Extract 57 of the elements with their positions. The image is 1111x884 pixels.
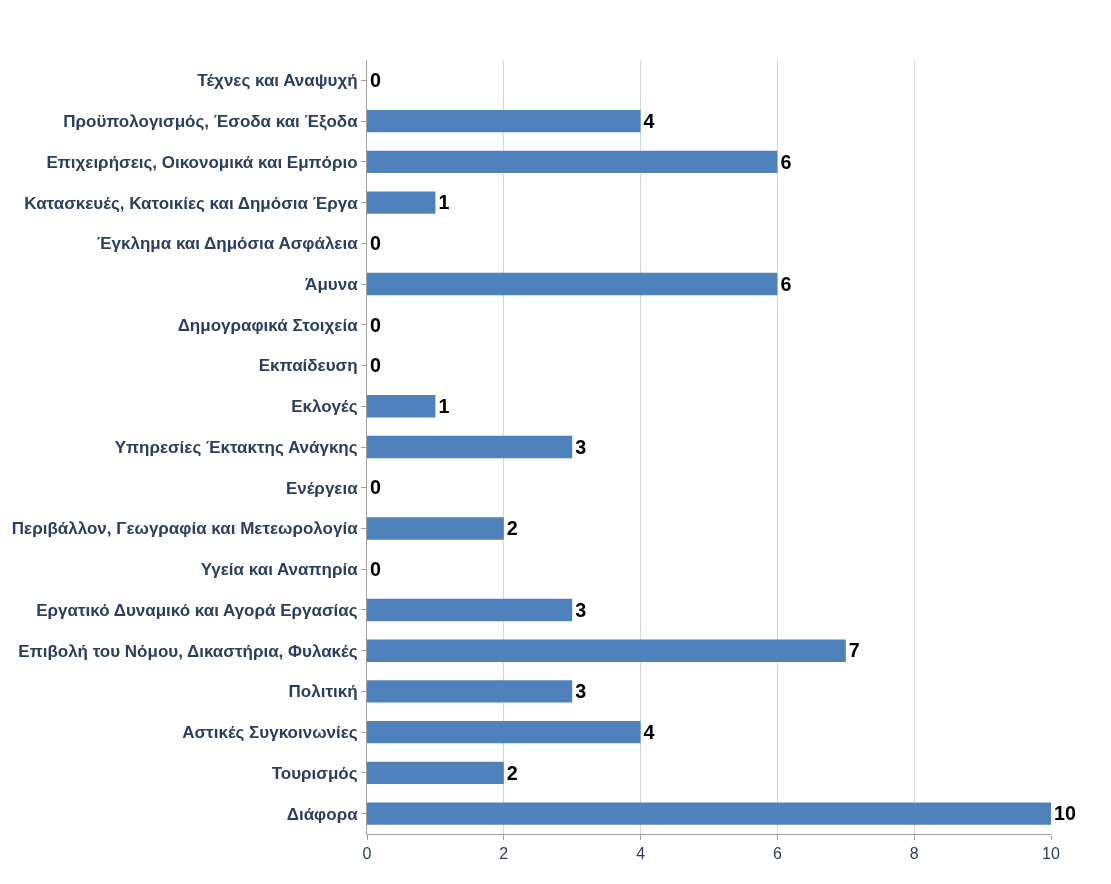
bar bbox=[367, 395, 436, 418]
y-tick-label: Αστικές Συγκοινωνίες bbox=[182, 723, 358, 743]
bar bbox=[367, 680, 573, 703]
x-tick-label: 4 bbox=[636, 845, 646, 863]
data-label: 4 bbox=[643, 109, 655, 132]
y-tick-label: Περιβάλλον, Γεωγραφία και Μετεωρολογία bbox=[11, 519, 359, 539]
x-tick-label: 8 bbox=[909, 845, 919, 863]
data-label: 1 bbox=[438, 394, 450, 417]
data-label: 3 bbox=[575, 435, 587, 458]
data-label: 7 bbox=[848, 639, 860, 662]
y-tick-label: Εκλογές bbox=[291, 397, 358, 417]
data-label: 0 bbox=[370, 557, 381, 580]
y-tick-label: Υπηρεσίες Έκτακτης Ανάγκης bbox=[114, 437, 358, 457]
bar bbox=[367, 802, 1051, 825]
y-tick-label: Επιχειρήσεις, Οικονομικά και Εμπόριο bbox=[46, 152, 358, 172]
y-tick-label: Εκπαίδευση bbox=[258, 356, 358, 376]
y-tick-label: Πολιτική bbox=[288, 682, 358, 702]
y-tick-label: Τέχνες και Αναψυχή bbox=[197, 71, 358, 91]
bar bbox=[367, 435, 573, 459]
data-label: 2 bbox=[506, 517, 518, 540]
bar bbox=[367, 639, 846, 662]
y-tick-label: Άμυνα bbox=[305, 275, 359, 294]
bar bbox=[367, 150, 778, 174]
bar bbox=[367, 191, 436, 214]
data-label: 1 bbox=[438, 191, 450, 214]
data-label: 4 bbox=[643, 720, 655, 743]
data-label: 0 bbox=[370, 69, 381, 92]
x-tick-label: 0 bbox=[362, 845, 372, 863]
bar bbox=[367, 598, 573, 622]
data-label: 0 bbox=[370, 476, 382, 499]
data-label: 2 bbox=[506, 761, 518, 784]
x-tick-label: 6 bbox=[772, 845, 782, 863]
y-tick-label: Διάφορα bbox=[286, 804, 359, 824]
data-label: 0 bbox=[370, 354, 382, 377]
bar bbox=[367, 272, 778, 296]
data-label: 10 bbox=[1054, 802, 1076, 825]
data-label: 6 bbox=[780, 272, 792, 295]
y-tick-label: Έγκλημα και Δημόσια Ασφάλεια bbox=[97, 234, 359, 254]
data-label: 3 bbox=[575, 598, 587, 621]
bar bbox=[367, 761, 504, 785]
y-tick-label: Κατασκευές, Κατοικίες και Δημόσια Έργα bbox=[24, 193, 359, 213]
y-tick-label: Δημογραφικά Στοιχεία bbox=[177, 315, 359, 335]
data-label: 3 bbox=[575, 680, 587, 703]
bar bbox=[367, 720, 641, 744]
y-tick-label: Ενέργεια bbox=[285, 478, 359, 498]
y-tick-label: Εργατικό Δυναμικό και Αγορά Εργασίας bbox=[36, 600, 358, 620]
x-tick-label: 10 bbox=[1042, 845, 1060, 863]
y-tick-label: Προϋπολογισμός, Έσοδα και Έξοδα bbox=[63, 112, 359, 132]
data-label: 0 bbox=[370, 313, 381, 336]
data-label: 6 bbox=[780, 150, 792, 173]
data-label: 0 bbox=[370, 232, 382, 255]
y-tick-label: Τουρισμός bbox=[271, 763, 358, 783]
bar bbox=[367, 109, 641, 133]
y-tick-label: Επιβολή του Νόμου, Δικαστήρια, Φυλακές bbox=[18, 641, 358, 661]
y-tick-label: Υγεία και Αναπηρία bbox=[200, 560, 359, 580]
bar bbox=[367, 517, 504, 540]
x-tick-label: 2 bbox=[499, 845, 509, 863]
